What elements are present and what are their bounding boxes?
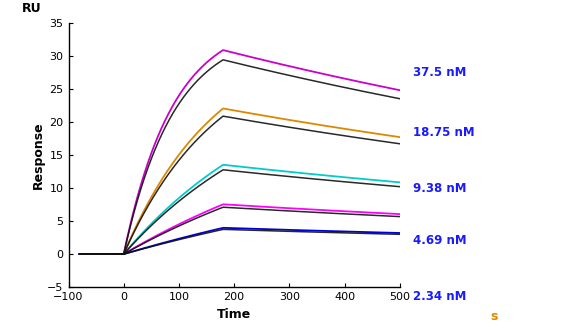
Text: s: s	[490, 311, 497, 323]
Text: 18.75 nM: 18.75 nM	[413, 125, 475, 139]
Text: 37.5 nM: 37.5 nM	[413, 66, 467, 79]
Text: 9.38 nM: 9.38 nM	[413, 182, 467, 195]
X-axis label: Time: Time	[217, 308, 251, 320]
Text: RU: RU	[22, 2, 42, 15]
Text: 2.34 nM: 2.34 nM	[413, 290, 467, 304]
Y-axis label: Response: Response	[31, 121, 45, 189]
Text: 4.69 nM: 4.69 nM	[413, 234, 467, 248]
